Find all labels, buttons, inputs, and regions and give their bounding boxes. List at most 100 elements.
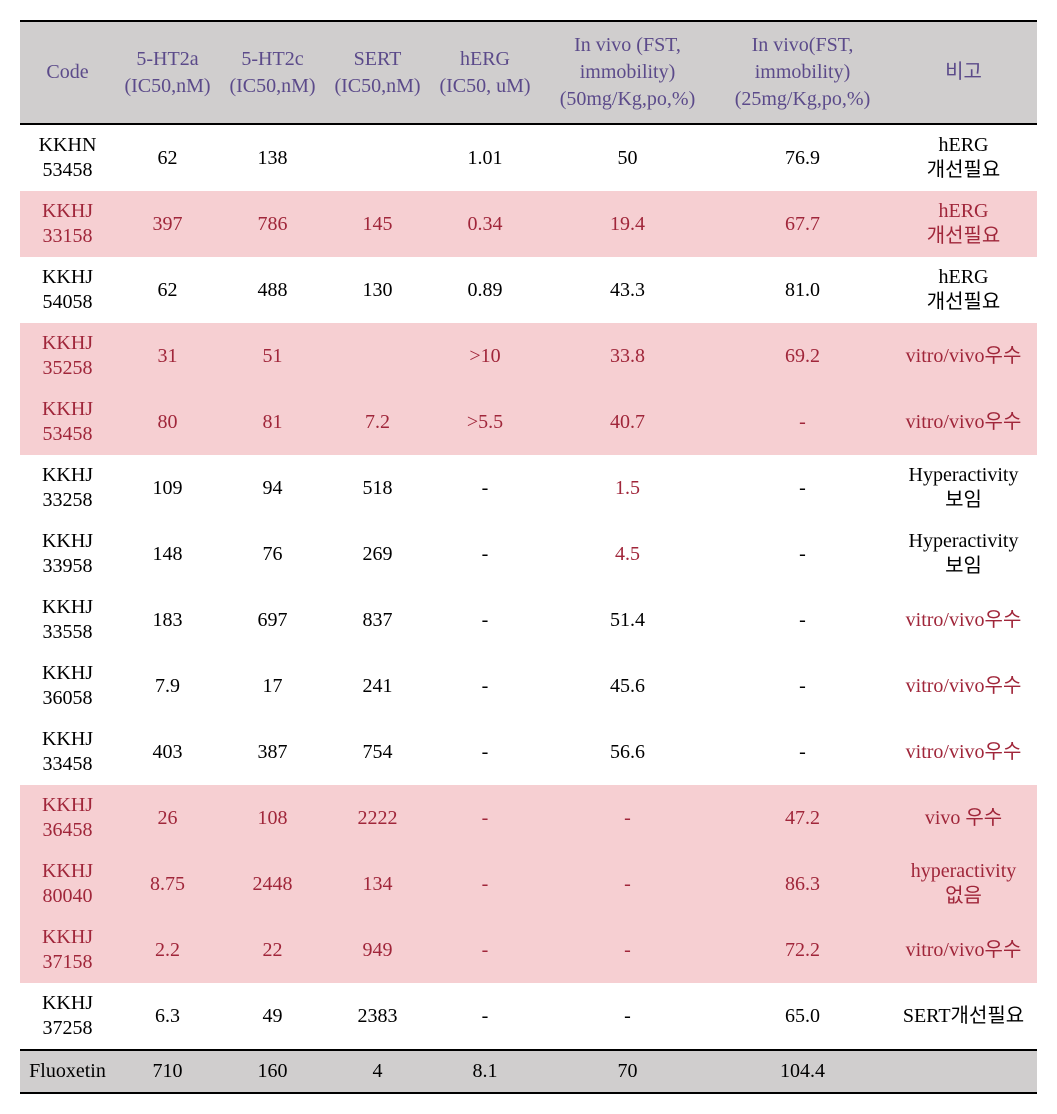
cell-code: KKHJ54058 <box>20 257 115 323</box>
cell-note: vitro/vivo우수 <box>890 587 1037 653</box>
table-row: KKHJ360587.917241-45.6-vitro/vivo우수 <box>20 653 1037 719</box>
cell-code: KKHJ37258 <box>20 983 115 1050</box>
cell-vivo25: 72.2 <box>715 917 890 983</box>
cell-herg: 0.89 <box>430 257 540 323</box>
cell-sert: 241 <box>325 653 430 719</box>
cell-vivo50: - <box>540 851 715 917</box>
column-header-vivo25: In vivo(FST,immobility)(25mg/Kg,po,%) <box>715 21 890 124</box>
cell-vivo50: 1.5 <box>540 455 715 521</box>
cell-note: vitro/vivo우수 <box>890 389 1037 455</box>
cell-ht2c: 697 <box>220 587 325 653</box>
cell-ht2c: 94 <box>220 455 325 521</box>
cell-code: KKHJ80040 <box>20 851 115 917</box>
cell-sert: 518 <box>325 455 430 521</box>
cell-vivo25: 69.2 <box>715 323 890 389</box>
cell-herg: >5.5 <box>430 389 540 455</box>
column-header-vivo50: In vivo (FST,immobility)(50mg/Kg,po,%) <box>540 21 715 124</box>
cell-note <box>890 1050 1037 1093</box>
cell-note: vitro/vivo우수 <box>890 323 1037 389</box>
cell-sert: 754 <box>325 719 430 785</box>
cell-ht2a: 7.9 <box>115 653 220 719</box>
cell-vivo50: 45.6 <box>540 653 715 719</box>
cell-ht2a: 109 <box>115 455 220 521</box>
cell-ht2c: 160 <box>220 1050 325 1093</box>
cell-herg: 1.01 <box>430 124 540 191</box>
cell-herg: - <box>430 587 540 653</box>
cell-ht2c: 138 <box>220 124 325 191</box>
cell-ht2c: 2448 <box>220 851 325 917</box>
cell-ht2c: 488 <box>220 257 325 323</box>
cell-ht2a: 26 <box>115 785 220 851</box>
cell-vivo50: 50 <box>540 124 715 191</box>
cell-code: KKHJ33258 <box>20 455 115 521</box>
cell-vivo25: 76.9 <box>715 124 890 191</box>
cell-vivo25: - <box>715 653 890 719</box>
cell-ht2c: 81 <box>220 389 325 455</box>
cell-vivo50: 70 <box>540 1050 715 1093</box>
cell-sert: 2222 <box>325 785 430 851</box>
cell-note: vivo 우수 <box>890 785 1037 851</box>
table-row: KKHJ3395814876269-4.5-Hyperactivity보임 <box>20 521 1037 587</box>
cell-ht2c: 17 <box>220 653 325 719</box>
compounds-table: Code5-HT2a(IC50,nM)5-HT2c(IC50,nM)SERT(I… <box>20 20 1037 1094</box>
cell-ht2a: 62 <box>115 257 220 323</box>
cell-vivo50: - <box>540 785 715 851</box>
cell-code: KKHN53458 <box>20 124 115 191</box>
cell-code: KKHJ33458 <box>20 719 115 785</box>
cell-vivo25: 47.2 <box>715 785 890 851</box>
cell-ht2a: 6.3 <box>115 983 220 1050</box>
cell-vivo50: 43.3 <box>540 257 715 323</box>
table-body: KKHN5345862138 1.015076.9hERG개선필요KKHJ3315… <box>20 124 1037 1093</box>
cell-vivo50: 40.7 <box>540 389 715 455</box>
cell-ht2a: 710 <box>115 1050 220 1093</box>
cell-herg: - <box>430 917 540 983</box>
cell-vivo25: - <box>715 455 890 521</box>
cell-vivo25: - <box>715 389 890 455</box>
cell-note: hERG개선필요 <box>890 191 1037 257</box>
table-row: KKHJ5345880817.2>5.540.7-vitro/vivo우수 <box>20 389 1037 455</box>
cell-herg: - <box>430 785 540 851</box>
cell-herg: - <box>430 653 540 719</box>
cell-code: KKHJ37158 <box>20 917 115 983</box>
cell-ht2c: 51 <box>220 323 325 389</box>
cell-code: KKHJ36458 <box>20 785 115 851</box>
cell-vivo50: - <box>540 983 715 1050</box>
cell-ht2a: 148 <box>115 521 220 587</box>
cell-herg: 8.1 <box>430 1050 540 1093</box>
cell-code: Fluoxetin <box>20 1050 115 1093</box>
table-row: KKHJ3325810994518-1.5-Hyperactivity보임 <box>20 455 1037 521</box>
cell-herg: 0.34 <box>430 191 540 257</box>
table-row: KKHJ33458403387754-56.6-vitro/vivo우수 <box>20 719 1037 785</box>
cell-sert: 269 <box>325 521 430 587</box>
cell-vivo25: 65.0 <box>715 983 890 1050</box>
cell-code: KKHJ53458 <box>20 389 115 455</box>
cell-sert: 134 <box>325 851 430 917</box>
cell-vivo50: 33.8 <box>540 323 715 389</box>
cell-vivo50: - <box>540 917 715 983</box>
cell-note: vitro/vivo우수 <box>890 653 1037 719</box>
cell-sert: 130 <box>325 257 430 323</box>
cell-ht2a: 183 <box>115 587 220 653</box>
cell-herg: - <box>430 521 540 587</box>
table-row: KKHJ54058624881300.8943.381.0hERG개선필요 <box>20 257 1037 323</box>
cell-sert: 2383 <box>325 983 430 1050</box>
cell-note: Hyperactivity보임 <box>890 455 1037 521</box>
cell-note: vitro/vivo우수 <box>890 719 1037 785</box>
table-row: KKHJ331583977861450.3419.467.7hERG개선필요 <box>20 191 1037 257</box>
cell-note: hERG개선필요 <box>890 124 1037 191</box>
cell-vivo50: 4.5 <box>540 521 715 587</box>
cell-ht2c: 76 <box>220 521 325 587</box>
cell-vivo50: 19.4 <box>540 191 715 257</box>
table-row: Fluoxetin71016048.170104.4 <box>20 1050 1037 1093</box>
cell-ht2a: 80 <box>115 389 220 455</box>
cell-ht2a: 397 <box>115 191 220 257</box>
column-header-sert: SERT(IC50,nM) <box>325 21 430 124</box>
table-row: KKHJ800408.752448134--86.3hyperactivity없… <box>20 851 1037 917</box>
table-row: KKHJ372586.3492383--65.0SERT개선필요 <box>20 983 1037 1050</box>
cell-note: vitro/vivo우수 <box>890 917 1037 983</box>
cell-ht2a: 8.75 <box>115 851 220 917</box>
cell-code: KKHJ36058 <box>20 653 115 719</box>
column-header-ht2c: 5-HT2c(IC50,nM) <box>220 21 325 124</box>
cell-herg: - <box>430 983 540 1050</box>
cell-ht2c: 108 <box>220 785 325 851</box>
